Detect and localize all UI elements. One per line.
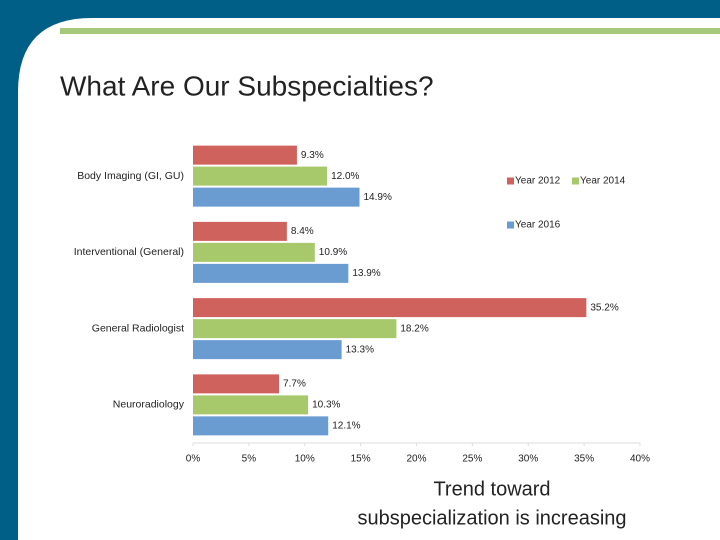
legend-label: Year 2016: [515, 220, 561, 231]
value-label: 8.4%: [291, 226, 314, 237]
bar: [193, 395, 309, 415]
value-label: 14.9%: [364, 192, 392, 203]
value-label: 7.7%: [283, 379, 306, 390]
legend-swatch: [507, 221, 514, 229]
bar: [193, 263, 349, 283]
value-label: 12.0%: [331, 171, 359, 182]
bar: [193, 416, 329, 436]
bar: [193, 166, 328, 186]
x-tick-label: 30%: [518, 454, 538, 465]
x-tick-label: 40%: [630, 454, 650, 465]
x-tick-label: 20%: [406, 454, 426, 465]
x-tick-label: 10%: [295, 454, 315, 465]
value-label: 10.3%: [312, 400, 340, 411]
x-tick-label: 5%: [242, 454, 257, 465]
y-tick-label: Interventional (General): [74, 246, 184, 258]
bar: [193, 374, 280, 394]
legend-label: Year 2014: [580, 176, 626, 187]
value-label: 13.3%: [346, 344, 374, 355]
bar: [193, 298, 587, 318]
value-label: 35.2%: [590, 302, 618, 313]
legend-swatch: [507, 177, 514, 185]
y-tick-label: Neuroradiology: [113, 399, 185, 411]
caption: subspecialization is increasing: [357, 507, 626, 529]
value-label: 10.9%: [319, 247, 347, 258]
value-label: 13.9%: [352, 268, 380, 279]
caption: Trend toward: [433, 478, 550, 500]
value-label: 9.3%: [301, 150, 324, 161]
value-label: 12.1%: [332, 421, 360, 432]
y-tick-label: General Radiologist: [92, 322, 184, 334]
bar: [193, 340, 342, 360]
x-tick-label: 25%: [462, 454, 482, 465]
accent-line: [60, 28, 720, 34]
bar: [193, 319, 397, 339]
y-tick-label: Body Imaging (GI, GU): [77, 170, 184, 182]
x-tick-label: 0%: [186, 454, 201, 465]
bar: [193, 187, 360, 207]
slide-title: What Are Our Subspecialties?: [60, 70, 434, 101]
legend-swatch: [572, 177, 579, 185]
x-tick-label: 15%: [351, 454, 371, 465]
value-label: 18.2%: [400, 323, 428, 334]
legend-label: Year 2012: [515, 176, 561, 187]
x-tick-label: 35%: [574, 454, 594, 465]
bar: [193, 145, 297, 165]
bar: [193, 242, 315, 262]
bar: [193, 221, 287, 241]
